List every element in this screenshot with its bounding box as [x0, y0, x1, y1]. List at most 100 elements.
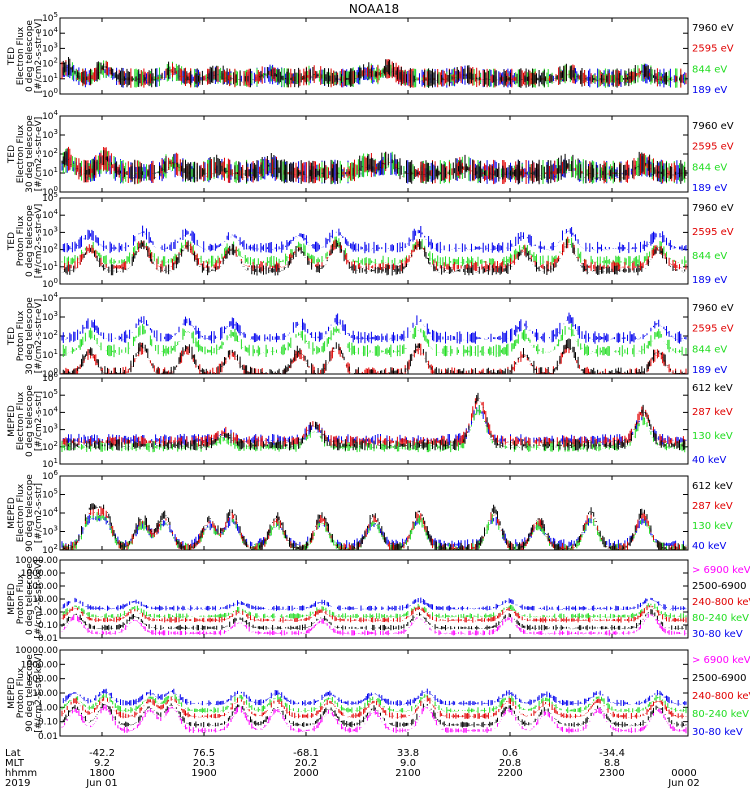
legend-entry: 189 eV — [692, 275, 727, 286]
x-tick-label: 2200 — [497, 768, 522, 779]
x-row-label: hhmm — [5, 768, 37, 779]
x-tick-label: 1800 — [89, 768, 114, 779]
y-axis-label: [#/cm2-s-str-eV] — [34, 204, 44, 279]
y-tick-label: 100.00 — [27, 675, 59, 685]
y-tick-label: 103 — [42, 225, 58, 238]
y-axis-label: [#/cm2-s-str] — [34, 483, 44, 543]
series-80-240-keV — [61, 603, 687, 619]
legend-entry: 189 eV — [692, 85, 727, 96]
legend-entry: > 6900 keV — [692, 655, 750, 666]
y-axis-label: MEPED — [7, 497, 17, 529]
y-tick-label: 105 — [42, 11, 58, 24]
legend-entry: 7960 eV — [692, 121, 734, 132]
x-tick-label: 20.8 — [499, 758, 521, 769]
y-axis-label: 30 deg telescope — [25, 115, 35, 193]
legend-entry: 130 keV — [692, 431, 733, 442]
y-axis-label: Proton Flux — [16, 310, 26, 361]
y-tick-label: 1.00 — [38, 703, 58, 713]
y-tick-label: 104 — [42, 109, 58, 122]
series-189-eV — [61, 312, 687, 344]
y-axis-label: [#/cm2-s-str-eV] — [34, 19, 44, 94]
y-axis-label: 0 deg telescope — [25, 205, 35, 277]
x-tick-label: 20.2 — [295, 758, 317, 769]
legend-entry: 287 keV — [692, 501, 733, 512]
y-axis-label: Electron Flux — [16, 391, 26, 450]
y-axis-label: Electron Flux — [16, 483, 26, 542]
y-tick-label: 100 — [42, 367, 58, 380]
y-axis-label: Proton Flux — [16, 573, 26, 624]
y-tick-label: 0.01 — [38, 732, 58, 742]
legend-entry: 7960 eV — [692, 303, 734, 314]
y-axis-label: Proton Flux — [16, 667, 26, 718]
legend-entry: 2500-6900 — [692, 581, 747, 592]
y-axis-label: [#/cm2-s-str-keV] — [34, 653, 44, 732]
x-tick-label: 33.8 — [397, 748, 419, 759]
x-tick-label: 0000 — [671, 768, 696, 779]
y-axis-label: MEPED — [7, 405, 17, 437]
legend-entry: 844 eV — [692, 64, 727, 75]
y-tick-label: 1.00 — [38, 608, 58, 618]
y-tick-label: 104 — [42, 291, 58, 304]
y-tick-label: 100 — [42, 277, 58, 290]
y-tick-label: 10000.00 — [15, 646, 58, 656]
y-tick-label: 102 — [42, 543, 58, 556]
y-axis-label: 90 deg telescope — [25, 474, 35, 552]
legend-entry: 612 keV — [692, 481, 733, 492]
legend-entry: 844 eV — [692, 344, 727, 355]
series-2500-6900 — [61, 703, 687, 728]
y-tick-label: 10.00 — [32, 595, 58, 605]
panel-meped-e-0: 101 102 103 104 105 106 MEPED Electron Flux 0 de… — [7, 371, 733, 470]
panel-ted-e-30: 100 101 102 103 104 TED Electron Flux 30 deg te… — [7, 109, 734, 198]
panel-ted-e-0: 100 101 102 103 104 105 TED Electron Flux 0 deg … — [7, 11, 734, 100]
legend-entry: 844 eV — [692, 162, 727, 173]
y-tick-label: 103 — [42, 310, 58, 323]
y-axis-label: TED — [7, 232, 17, 251]
series-7960-eV — [61, 148, 687, 185]
y-tick-label: 102 — [42, 57, 58, 70]
y-axis-label: MEPED — [7, 677, 17, 709]
y-axis-label: 30 deg telescope — [25, 297, 35, 375]
legend-entry: 30-80 keV — [692, 727, 743, 738]
x-row-label: 2019 — [5, 778, 30, 789]
y-tick-label: 104 — [42, 506, 58, 519]
legend-entry: > 6900 keV — [692, 565, 750, 576]
y-tick-label: 103 — [42, 525, 58, 538]
y-axis-label: [#/cm2-s-str] — [34, 391, 44, 451]
legend-entry: 287 keV — [692, 407, 733, 418]
x-tick-label: Jun 01 — [85, 778, 118, 789]
series-30-80-keV — [61, 597, 687, 611]
y-axis-label: Electron Flux — [16, 26, 26, 85]
legend-entry: 612 keV — [692, 383, 733, 394]
legend-entry: 2595 eV — [692, 324, 734, 335]
x-tick-label: 9.2 — [94, 758, 110, 769]
legend-entry: 40 keV — [692, 455, 726, 466]
series--6900-keV — [61, 614, 687, 636]
y-axis-label: 90 deg telescope — [25, 654, 35, 732]
legend-entry: 40 keV — [692, 541, 726, 552]
y-tick-label: 101 — [42, 72, 58, 85]
y-tick-label: 101 — [42, 260, 58, 273]
y-axis-label: Proton Flux — [16, 215, 26, 266]
y-tick-label: 103 — [42, 128, 58, 141]
y-tick-label: 105 — [42, 388, 58, 401]
x-tick-label: -42.2 — [89, 748, 115, 759]
y-tick-label: 1000.00 — [21, 569, 58, 579]
y-axis-label: [#/cm2-s-str-eV] — [34, 117, 44, 192]
legend-entry: 2500-6900 — [692, 673, 747, 684]
x-tick-label: 2300 — [599, 768, 624, 779]
y-tick-label: 105 — [42, 488, 58, 501]
y-tick-label: 103 — [42, 41, 58, 54]
y-axis-label: 0 deg telescope — [25, 20, 35, 92]
y-tick-label: 106 — [42, 371, 58, 384]
series-240-800-keV — [61, 695, 687, 719]
y-tick-label: 102 — [42, 440, 58, 453]
series-844-eV — [62, 323, 687, 358]
legend-entry: 2595 eV — [692, 44, 734, 55]
y-tick-label: 0.10 — [38, 718, 58, 728]
y-axis-label: MEPED — [7, 583, 17, 615]
y-tick-label: 101 — [42, 348, 58, 361]
x-tick-label: 2100 — [395, 768, 420, 779]
y-tick-label: 10000.00 — [15, 556, 58, 566]
y-tick-label: 104 — [42, 405, 58, 418]
